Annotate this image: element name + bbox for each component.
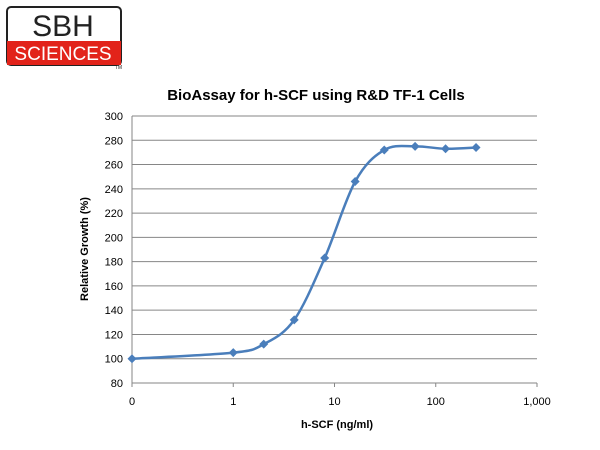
y-tick-label: 260 xyxy=(105,160,123,172)
y-tick-label: 240 xyxy=(105,184,123,196)
y-tick-label: 300 xyxy=(105,111,123,123)
y-tick-label: 280 xyxy=(105,135,123,147)
logo-top-text: SBH xyxy=(32,10,94,43)
data-point-marker xyxy=(350,177,360,187)
data-point-marker xyxy=(259,339,269,349)
series-line xyxy=(131,144,477,360)
y-tick-label: 200 xyxy=(105,232,123,244)
data-point-marker xyxy=(410,141,420,151)
logo-trademark: TM xyxy=(115,65,122,70)
x-axis-title: h-SCF (ng/ml) xyxy=(301,419,373,431)
y-tick-labels: 80 100 120 140 160 180 200 220 240 260 280 300 xyxy=(105,111,123,390)
logo-red-band xyxy=(7,41,121,65)
data-point-marker xyxy=(127,354,137,364)
y-tick-label: 180 xyxy=(105,257,123,269)
y-tick-label: 220 xyxy=(105,208,123,220)
y-tick-label: 140 xyxy=(105,305,123,317)
x-tick-label: 10 xyxy=(328,396,340,408)
x-tick-label: 1,000 xyxy=(523,396,551,408)
y-tick-label: 100 xyxy=(105,354,123,366)
chart-title: BioAssay for h-SCF using R&D TF-1 Cells xyxy=(167,87,465,104)
series-layer xyxy=(127,141,481,364)
x-tick-label: 0 xyxy=(129,396,135,408)
data-point-marker xyxy=(320,253,330,263)
sbh-sciences-logo: SBH SCIENCES TM xyxy=(6,6,122,70)
data-point-marker xyxy=(379,145,389,155)
logo-bottom-text: SCIENCES xyxy=(14,44,111,65)
data-point-marker xyxy=(289,315,299,325)
data-point-marker xyxy=(471,143,481,153)
x-tick-labels: 0 1 10 100 1,000 xyxy=(129,396,551,408)
x-tick-label: 1 xyxy=(230,396,236,408)
y-tick-label: 120 xyxy=(105,329,123,341)
data-point-marker xyxy=(228,348,238,358)
y-tick-label: 80 xyxy=(111,378,123,390)
data-point-marker xyxy=(441,144,451,154)
x-tick-label: 100 xyxy=(427,396,445,408)
y-tick-label: 160 xyxy=(105,281,123,293)
grid-lines xyxy=(131,115,538,387)
y-axis-title: Relative Growth (%) xyxy=(79,197,91,301)
